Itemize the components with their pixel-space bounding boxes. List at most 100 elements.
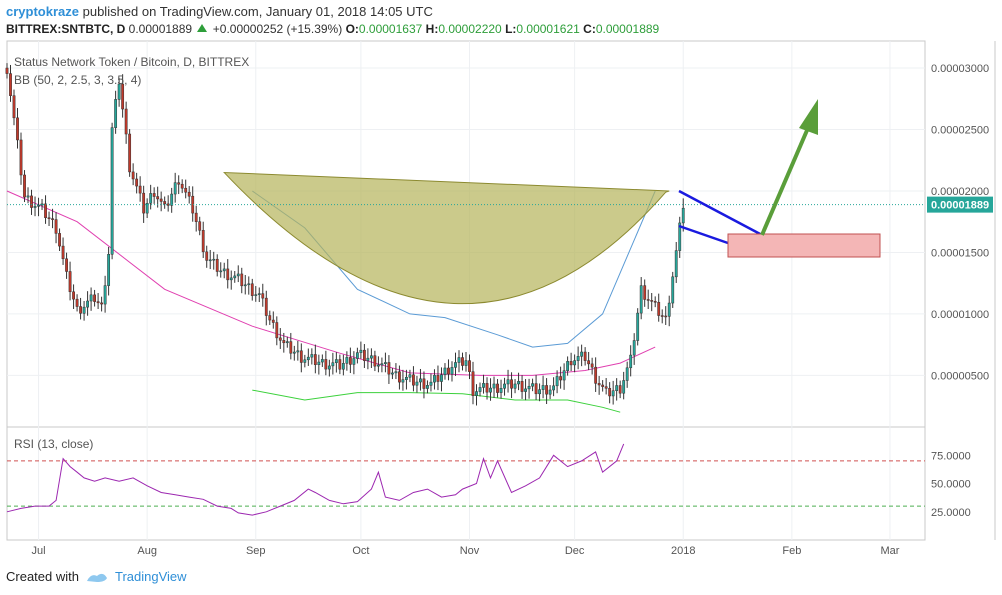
author-link[interactable]: cryptokraze <box>6 4 79 19</box>
candle-body <box>282 340 286 344</box>
candle-body <box>320 359 324 363</box>
candle-body <box>79 306 82 314</box>
candle-body <box>37 204 40 207</box>
candle <box>653 296 657 308</box>
candle-body <box>68 271 72 293</box>
candle-body <box>187 191 191 197</box>
y-tick-label: 0.00001500 <box>931 247 989 259</box>
candle-body <box>653 301 657 303</box>
candle <box>674 241 678 283</box>
candle <box>128 129 132 177</box>
candle <box>552 377 555 397</box>
candle-body <box>362 349 366 361</box>
candle <box>394 363 398 380</box>
candle <box>341 354 345 376</box>
candle <box>110 122 114 260</box>
candle-body <box>114 99 118 128</box>
candle <box>513 379 517 394</box>
candle <box>377 356 380 373</box>
candle <box>506 369 510 393</box>
candle <box>499 379 503 399</box>
candle <box>149 184 153 210</box>
candle-body <box>450 367 454 375</box>
candle <box>226 259 230 289</box>
tradingview-link[interactable]: TradingView <box>114 569 187 584</box>
candle <box>177 175 181 195</box>
candle-body <box>96 301 100 304</box>
candle <box>345 351 349 371</box>
candle <box>247 276 251 295</box>
candle-body <box>352 358 356 365</box>
candle-body <box>306 356 310 361</box>
candle-body <box>468 360 471 372</box>
candle-body <box>303 359 307 363</box>
candle <box>643 279 647 307</box>
candle-body <box>527 385 531 390</box>
candle <box>334 352 338 373</box>
candle <box>278 328 282 349</box>
candle-body <box>138 185 142 194</box>
bb-lower-line <box>252 389 621 413</box>
candle-body <box>426 385 429 389</box>
candle <box>327 359 331 377</box>
candle-body <box>159 198 163 202</box>
candle-body <box>142 192 146 214</box>
candle <box>184 179 188 199</box>
candle-body <box>100 302 104 305</box>
candle-body <box>121 83 125 110</box>
candle-body <box>317 361 321 365</box>
candle-body <box>422 378 426 389</box>
candle <box>212 251 216 270</box>
candle <box>355 347 359 364</box>
candle-body <box>541 385 545 390</box>
candle-body <box>604 386 608 389</box>
candle <box>576 346 580 370</box>
candle <box>608 382 612 404</box>
candle-body <box>205 251 209 261</box>
candle-body <box>601 384 605 387</box>
candle <box>541 375 545 399</box>
candle-body <box>30 195 33 208</box>
candle <box>173 172 177 203</box>
candle <box>380 357 384 373</box>
candle <box>622 371 626 400</box>
candle <box>180 179 184 194</box>
candle-body <box>482 383 485 388</box>
candle <box>660 309 664 324</box>
candle <box>100 296 104 312</box>
candle <box>9 64 12 102</box>
candle-body <box>566 361 570 371</box>
candle-body <box>233 275 237 279</box>
candle-body <box>131 171 135 180</box>
candle <box>464 352 468 372</box>
candle <box>657 293 661 322</box>
candle-body <box>341 363 345 370</box>
candle <box>275 316 279 346</box>
publish-header: cryptokraze published on TradingView.com… <box>6 3 433 20</box>
candle <box>597 375 601 395</box>
candle <box>639 277 643 320</box>
candle-body <box>387 362 391 375</box>
candle-body <box>391 372 394 375</box>
candle-body <box>520 381 524 392</box>
candle <box>485 377 489 400</box>
x-tick-label: Feb <box>782 545 801 557</box>
rsi-tick-label: 75.0000 <box>931 450 971 462</box>
candle-body <box>313 354 317 365</box>
candle-body <box>524 388 527 392</box>
candle <box>317 354 321 375</box>
candle <box>121 74 125 118</box>
candle-body <box>671 276 675 304</box>
candle-body <box>236 273 240 277</box>
chart-title: Status Network Token / Bitcoin, D, BITTR… <box>14 55 250 69</box>
x-tick-label: Mar <box>880 545 899 557</box>
candle <box>23 170 26 203</box>
candle-body <box>583 351 587 361</box>
footer: Created with TradingView <box>6 569 187 584</box>
candle <box>159 191 163 212</box>
candle-body <box>40 203 44 206</box>
price-change: +0.00000252 (+15.39%) <box>212 22 343 36</box>
candle-body <box>534 383 538 395</box>
candle-body <box>436 375 440 382</box>
candle <box>587 352 591 371</box>
